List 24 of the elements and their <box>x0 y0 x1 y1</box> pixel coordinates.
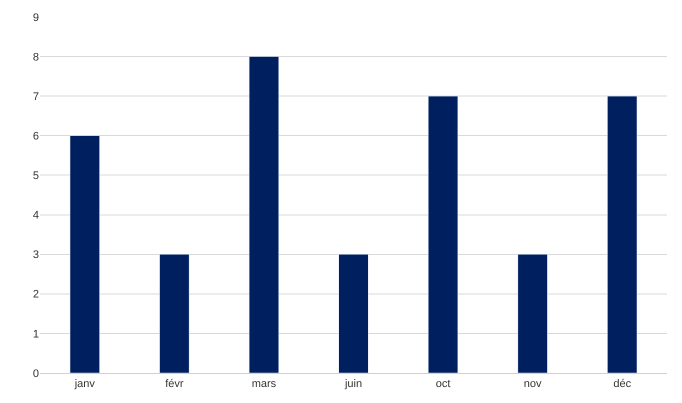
bar <box>159 254 190 373</box>
x-tick-label: janv <box>74 378 96 390</box>
bar <box>248 56 279 373</box>
x-tick-label: juin <box>344 378 362 390</box>
y-tick-label: 5 <box>32 170 39 182</box>
y-tick-label: 6 <box>32 130 39 143</box>
x-tick-label: déc <box>613 378 632 390</box>
bar <box>518 254 548 373</box>
x-tick-label: févr <box>165 378 184 390</box>
x-tick-label: mars <box>252 378 277 390</box>
y-tick-label: 3 <box>32 249 39 262</box>
bar <box>428 96 458 373</box>
y-tick-label: 0 <box>32 368 39 380</box>
y-tick-label: 9 <box>32 12 39 24</box>
bar <box>607 96 638 373</box>
y-tick-label: 1 <box>32 328 39 340</box>
x-tick-label: oct <box>436 378 450 390</box>
y-tick-label: 2 <box>32 288 39 301</box>
y-tick-label: 8 <box>32 51 39 64</box>
y-tick-label: 7 <box>32 90 39 103</box>
bar <box>338 254 369 373</box>
y-tick-label: 4 <box>32 210 39 222</box>
x-tick-label: nov <box>524 378 542 390</box>
bar <box>70 135 100 373</box>
